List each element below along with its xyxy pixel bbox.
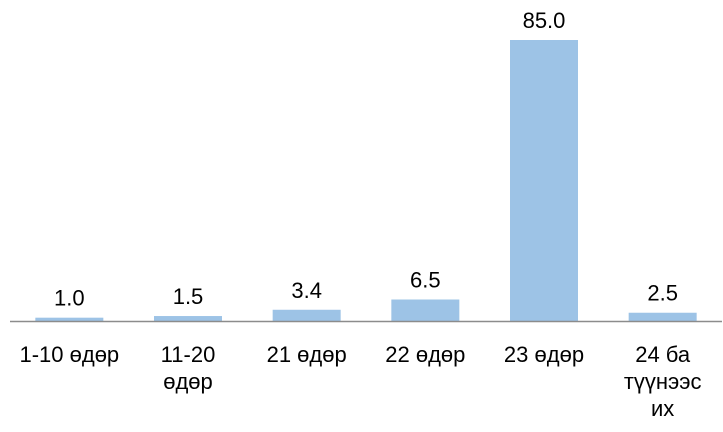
- category-label-5: 23 өдөр: [504, 342, 584, 367]
- category-label-4: 22 өдөр: [385, 342, 465, 367]
- bar-1: [35, 317, 104, 321]
- category-label-6-line-3: их: [651, 396, 674, 421]
- data-label-1: 1.0: [54, 286, 85, 311]
- data-label-6: 2.5: [647, 281, 678, 306]
- bar-3: [272, 309, 341, 321]
- category-label-6-line-1: 24 ба: [635, 342, 691, 367]
- category-label-3: 21 өдөр: [267, 342, 347, 367]
- bar-6: [628, 312, 697, 321]
- category-label-2-line-2: өдөр: [163, 369, 213, 394]
- bar-4: [391, 299, 460, 321]
- data-label-2: 1.5: [173, 284, 204, 309]
- data-label-4: 6.5: [410, 268, 441, 293]
- data-label-3: 3.4: [291, 278, 322, 303]
- category-label-6-line-2: түүнээс: [624, 369, 702, 394]
- bar-2: [154, 316, 222, 321]
- bar-5: [510, 40, 578, 321]
- category-label-1: 1-10 өдөр: [19, 342, 119, 367]
- category-label-2-line-1: 11-20: [161, 342, 216, 367]
- data-label-5: 85.0: [523, 8, 566, 33]
